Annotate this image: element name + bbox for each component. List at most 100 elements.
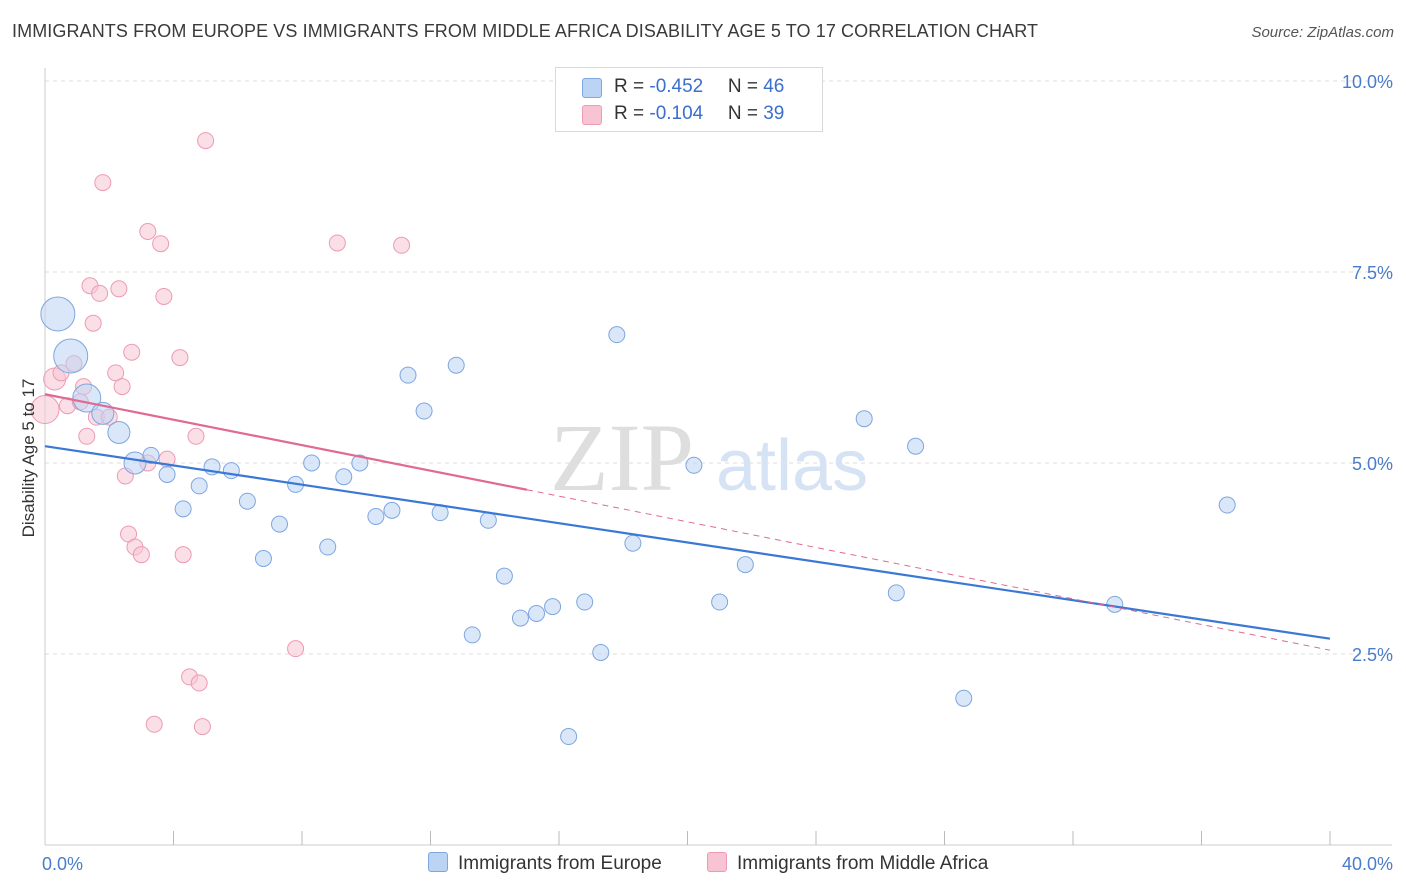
africa-point [328,234,346,252]
africa-point [155,287,173,305]
europe-point [238,492,256,510]
africa-point [113,378,131,396]
africa-point [110,280,128,298]
europe-point [1106,595,1124,613]
bottom-legend-label-africa: Immigrants from Middle Africa [737,853,989,874]
bottom-legend-swatch-africa [707,852,727,872]
europe-point [887,584,905,602]
legend-swatch-africa [582,105,602,125]
africa-point [94,174,112,192]
europe-point [303,454,321,472]
europe-point [907,437,925,455]
europe-point [479,511,497,529]
africa-point [187,427,205,445]
europe-point [271,515,289,533]
legend-n-value-africa: 39 [763,103,785,124]
legend-n-label: N = [727,76,764,97]
trend-lines [44,393,1331,651]
source-label: Source: ZipAtlas.com [1251,24,1394,41]
europe-point [736,556,754,574]
europe-point [107,420,131,444]
europe-trend-line [44,445,1331,640]
legend-r-value-europe: -0.452 [649,76,704,97]
europe-point [142,446,160,464]
tick-labels: 2.5% 5.0% 7.5% 10.0% 0.0% 40.0% [42,72,1393,874]
europe-point [1218,496,1236,514]
africa-point [139,223,157,241]
europe-point [335,468,353,486]
europe-point [123,451,147,475]
africa-point [91,284,109,302]
africa-point [193,718,211,736]
europe-point [955,689,973,707]
europe-point [463,626,481,644]
europe-point [399,366,417,384]
africa-point [152,235,170,253]
africa-point [84,314,102,332]
axes [44,68,1392,846]
africa-point [145,715,163,733]
bottom-legend-africa: Immigrants from Middle Africa [707,852,988,875]
legend-r-label: R = [614,103,650,124]
europe-point [447,356,465,374]
legend-n-label: N = [727,103,764,124]
bottom-legend-europe: Immigrants from Europe [428,852,662,875]
africa-trend-line [44,393,528,491]
y-axis-label: Disability Age 5 to 17 [19,379,38,538]
africa-trend-extension [526,489,1331,651]
europe-point [576,593,594,611]
europe-point [319,538,337,556]
bottom-legend-swatch-europe [428,852,448,872]
europe-point [40,296,76,332]
europe-point [190,477,208,495]
africa-point [171,349,189,367]
europe-point [855,410,873,428]
africa-point [190,674,208,692]
gridlines [45,80,1392,655]
series-europe-points [40,296,1236,746]
europe-point [608,326,626,344]
watermark-atlas: atlas [716,426,868,506]
europe-point [560,728,578,746]
africa-point [287,640,305,658]
watermark-zip: ZIP [550,404,694,511]
europe-point [254,550,272,567]
europe-point [511,609,529,627]
africa-point [197,132,215,150]
europe-point [544,598,562,616]
europe-point [685,456,703,474]
europe-point [383,501,401,519]
legend-r-value-africa: -0.104 [649,103,704,124]
africa-point [107,364,125,382]
legend-swatch-europe [582,78,602,98]
europe-point [158,465,176,483]
europe-point [624,534,642,552]
y-tick-label: 10.0% [1342,72,1393,92]
y-tick-label: 7.5% [1352,263,1393,283]
y-tick-label: 5.0% [1352,454,1393,474]
africa-point [393,236,411,254]
x-tick-label: 0.0% [42,854,83,874]
africa-point [132,546,150,564]
europe-point [528,605,546,623]
chart-title: IMMIGRANTS FROM EUROPE VS IMMIGRANTS FRO… [12,21,1039,41]
legend-r-label: R = [614,76,650,97]
europe-point [351,454,369,472]
europe-point [53,338,89,374]
y-tick-label: 2.5% [1352,645,1393,665]
europe-point [415,402,433,420]
africa-point [174,546,192,564]
x-tick-label: 40.0% [1342,854,1393,874]
stats-legend: R = -0.452 N = 46 R = -0.104 N = 39 [555,67,823,132]
europe-point [711,593,729,611]
europe-point [495,567,513,585]
legend-n-value-europe: 46 [763,76,785,97]
bottom-legend-label-europe: Immigrants from Europe [458,853,662,874]
africa-point [78,427,96,445]
africa-point [30,395,60,425]
europe-point [367,507,385,525]
europe-point [174,500,192,518]
series-africa-points [30,132,411,736]
europe-point [222,462,240,480]
